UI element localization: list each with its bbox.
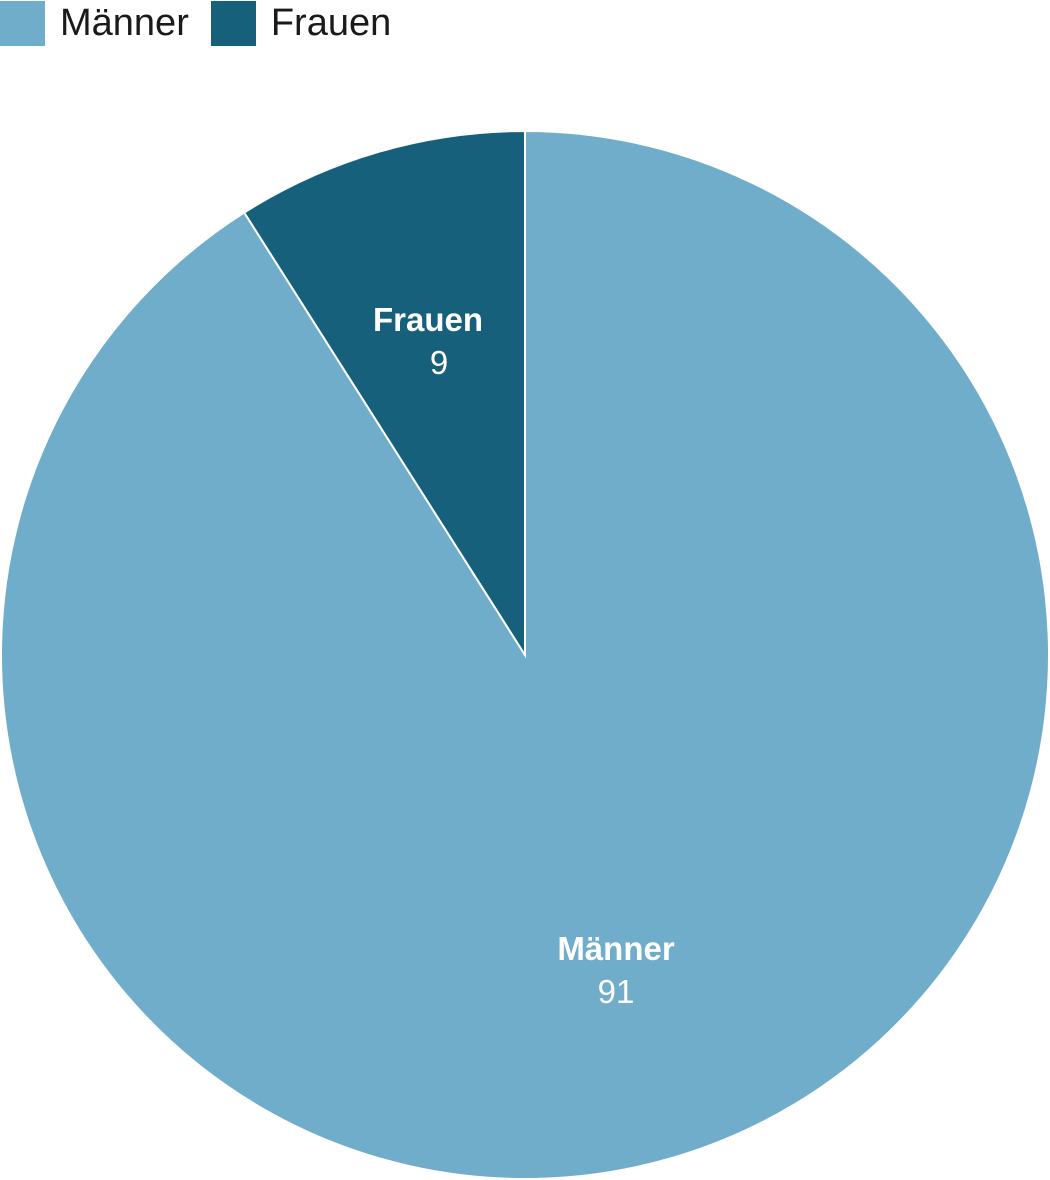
legend-item-frauen[interactable]: Frauen	[210, 0, 392, 46]
legend-swatch-frauen	[210, 0, 256, 46]
legend-swatch-maenner	[0, 0, 45, 46]
slice-label-maenner-value: 91	[598, 973, 635, 1010]
slice-label-frauen-value: 9	[430, 344, 448, 381]
pie-slice-labels: Männer 91 Frauen 9	[373, 301, 675, 1010]
pie-slices	[0, 129, 1050, 1180]
legend-item-maenner[interactable]: Männer	[0, 0, 189, 46]
pie-slice-frauen[interactable]	[242, 129, 526, 659]
slice-label-frauen-name: Frauen	[373, 301, 483, 338]
legend-label-frauen: Frauen	[270, 2, 392, 44]
chart-legend: Männer Frauen	[0, 0, 413, 46]
slice-label-maenner-name: Männer	[557, 930, 675, 967]
legend-label-maenner: Männer	[60, 2, 189, 44]
